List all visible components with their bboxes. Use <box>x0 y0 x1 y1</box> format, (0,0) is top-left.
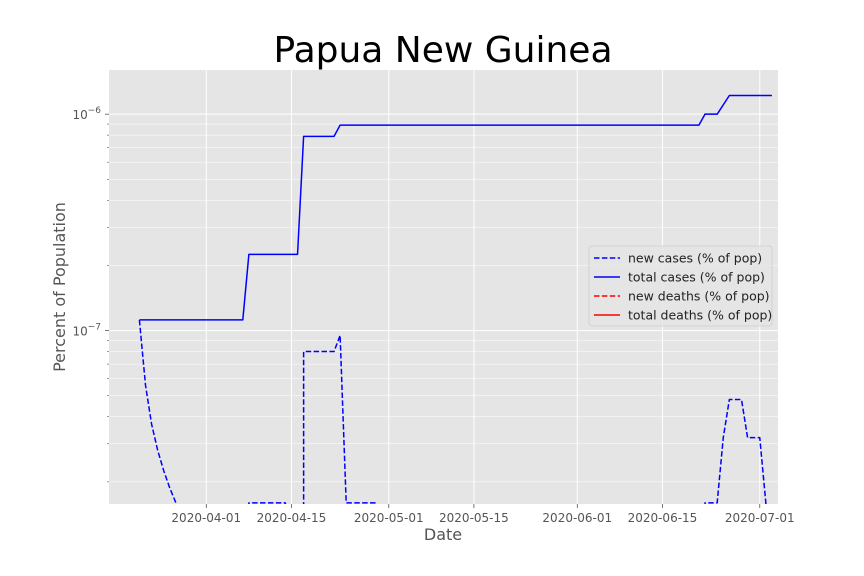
legend-label: new deaths (% of pop) <box>628 289 770 304</box>
x-axis-label: Date <box>424 525 462 544</box>
chart-title: Papua New Guinea <box>273 30 612 71</box>
series-line-1 <box>139 94 772 321</box>
legend-frame <box>588 245 773 327</box>
series-line-0 <box>138 319 767 504</box>
x-tick-label: 2020-05-01 <box>354 511 424 525</box>
x-tick-label: 2020-07-01 <box>725 511 795 525</box>
legend-label: total deaths (% of pop) <box>628 308 772 323</box>
series-layer <box>138 94 772 504</box>
x-tick-label: 2020-04-01 <box>171 511 241 525</box>
x-tick-label: 2020-04-15 <box>257 511 327 525</box>
y-tick-label: 10−7 <box>72 323 101 339</box>
tick-labels: 10−7 10−6 2020-04-01 2020-04-15 2020-05-01 20… <box>72 106 794 525</box>
y-axis-label: Percent of Population <box>50 202 69 372</box>
y-tick-label: 10−6 <box>72 106 101 122</box>
x-tick-label: 2020-06-01 <box>542 511 612 525</box>
legend-label: new cases (% of pop) <box>628 251 762 266</box>
x-tick-label: 2020-06-15 <box>628 511 698 525</box>
legend-label: total cases (% of pop) <box>628 270 765 285</box>
legend: new cases (% of pop) total cases (% of po… <box>588 245 773 327</box>
x-tick-label: 2020-05-15 <box>439 511 509 525</box>
